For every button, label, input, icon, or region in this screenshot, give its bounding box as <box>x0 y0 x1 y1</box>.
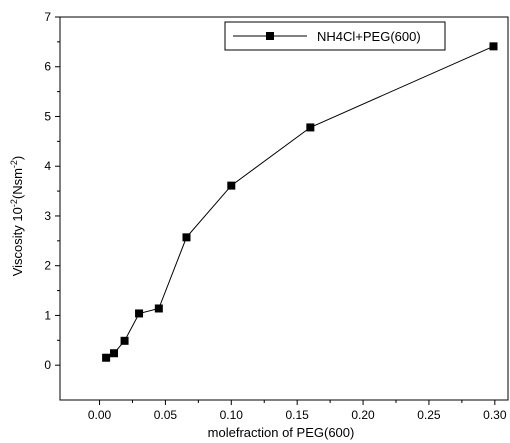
x-tick-label: 0.15 <box>285 408 309 422</box>
y-tick-label: 7 <box>44 10 51 24</box>
y-axis-title-unit: (Nsm <box>10 168 25 199</box>
y-axis-title: Viscosity 10-2(Nsm-2) <box>9 156 25 277</box>
y-tick-label: 4 <box>44 159 51 173</box>
y-tick-label: 1 <box>44 308 51 322</box>
y-axis-title-close: ) <box>10 156 25 160</box>
y-axis: 0 1 2 3 4 5 6 7 <box>44 10 60 372</box>
y-tick-label: 5 <box>44 109 51 123</box>
x-tick-label: 0.00 <box>88 408 112 422</box>
data-point <box>489 42 498 51</box>
data-point <box>120 336 129 345</box>
data-point <box>306 123 315 132</box>
data-point <box>102 353 111 362</box>
y-tick-label: 6 <box>44 60 51 74</box>
plot-frame <box>59 16 509 401</box>
y-axis-title-main: Viscosity 10 <box>10 207 25 276</box>
plot-border <box>59 16 509 401</box>
y-axis-title-exp2: -2 <box>9 160 19 168</box>
x-tick-label: 0.30 <box>483 408 507 422</box>
y-tick-label: 0 <box>44 358 51 372</box>
x-tick-label: 0.25 <box>417 408 441 422</box>
y-axis-title-exp1: -2 <box>9 199 19 207</box>
data-point <box>154 304 163 313</box>
data-point <box>227 181 236 190</box>
legend-label: NH4Cl+PEG(600) <box>317 29 421 44</box>
series-line <box>105 45 494 359</box>
data-point <box>135 309 144 318</box>
x-axis: 0.00 0.05 0.10 0.15 0.20 0.25 0.30 <box>88 400 507 422</box>
x-tick-label: 0.10 <box>220 408 244 422</box>
data-point <box>182 233 191 242</box>
legend-marker <box>266 32 274 40</box>
data-point <box>110 349 119 358</box>
x-tick-label: 0.05 <box>154 408 178 422</box>
x-axis-title: molefraction of PEG(600) <box>208 425 355 440</box>
series-layer <box>102 42 498 362</box>
x-tick-label: 0.20 <box>351 408 375 422</box>
y-tick-label: 3 <box>44 209 51 223</box>
y-tick-label: 2 <box>44 259 51 273</box>
legend: NH4Cl+PEG(600) <box>224 21 446 51</box>
